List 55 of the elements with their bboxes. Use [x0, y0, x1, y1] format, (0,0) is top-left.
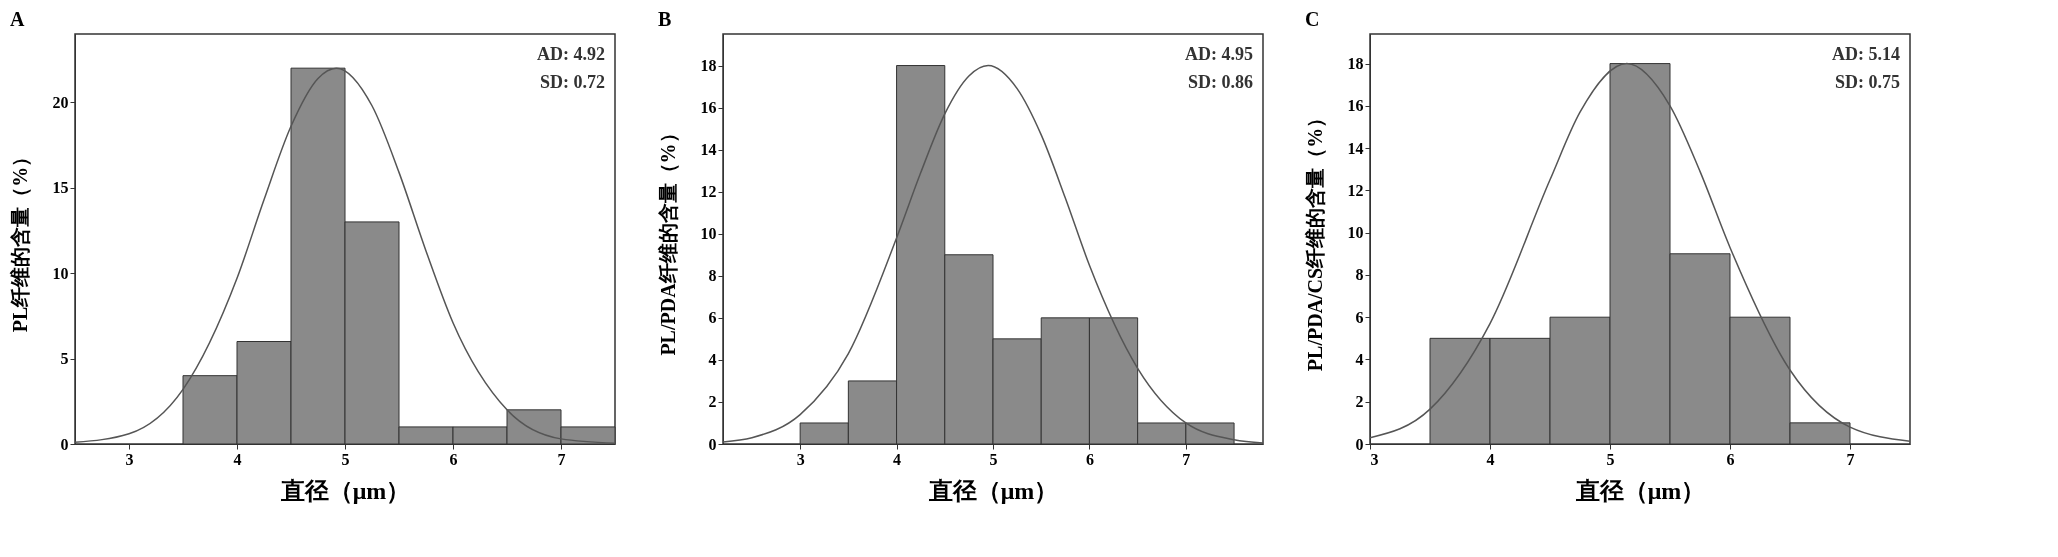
y-tick-label: 2	[708, 393, 717, 411]
y-tick-label: 14	[1347, 139, 1364, 157]
y-tick-label: 10	[700, 225, 717, 243]
chart-title: C	[1305, 8, 1320, 30]
x-tick-label: 4	[893, 450, 902, 468]
x-tick-label: 3	[125, 450, 134, 468]
x-tick-label: 4	[233, 450, 242, 468]
x-tick-label: 6	[449, 450, 458, 468]
y-tick-label: 4	[708, 351, 717, 369]
x-tick-label: 5	[341, 450, 350, 468]
y-tick-label: 5	[60, 350, 69, 368]
annotation: AD: 4.95	[1185, 44, 1253, 64]
y-tick-label: 14	[700, 141, 717, 159]
y-tick-label: 0	[1355, 435, 1364, 453]
x-tick-label: 5	[989, 450, 998, 468]
y-tick-label: 10	[52, 264, 69, 282]
y-tick-label: 15	[52, 179, 69, 197]
y-tick-label: 18	[1347, 55, 1364, 73]
x-tick-label: 7	[1846, 450, 1855, 468]
y-tick-label: 0	[708, 435, 717, 453]
y-tick-label: 6	[1355, 308, 1364, 326]
x-tick-label: 5	[1606, 450, 1615, 468]
y-tick-label: 16	[700, 99, 717, 117]
x-tick-label: 7	[557, 450, 566, 468]
y-tick-label: 20	[52, 93, 69, 111]
y-axis-title: PL/PDA/CS纤维的含量（%）	[1303, 107, 1326, 372]
y-tick-label: 12	[700, 183, 717, 201]
annotation: SD: 0.86	[1187, 72, 1253, 92]
y-tick-label: 6	[708, 309, 717, 327]
x-tick-label: 4	[1486, 450, 1495, 468]
x-axis-title: 直径（μm）	[1574, 477, 1706, 504]
x-tick-label: 6	[1085, 450, 1094, 468]
annotation: SD: 0.72	[539, 72, 605, 92]
y-tick-label: 8	[708, 267, 717, 285]
x-tick-label: 7	[1182, 450, 1191, 468]
x-tick-label: 6	[1726, 450, 1735, 468]
y-tick-label: 8	[1355, 266, 1364, 284]
annotation: AD: 4.92	[537, 44, 605, 64]
x-axis-title: 直径（μm）	[279, 477, 411, 504]
annotation: SD: 0.75	[1834, 72, 1900, 92]
y-tick-label: 18	[700, 57, 717, 75]
y-tick-label: 12	[1347, 181, 1364, 199]
y-tick-label: 16	[1347, 97, 1364, 115]
x-tick-label: 3	[796, 450, 805, 468]
chart-title: B	[658, 8, 672, 30]
x-tick-label: 3	[1370, 450, 1379, 468]
annotation: AD: 5.14	[1832, 44, 1900, 64]
y-tick-label: 4	[1355, 350, 1364, 368]
chart-title: A	[10, 8, 25, 30]
y-tick-label: 2	[1355, 393, 1364, 411]
y-axis-title: PL/PDA纤维的含量（%）	[656, 123, 679, 356]
x-axis-title: 直径（μm）	[927, 477, 1059, 504]
y-tick-label: 0	[60, 435, 69, 453]
y-tick-label: 10	[1347, 224, 1364, 242]
y-axis-title: PL纤维的含量（%）	[8, 146, 31, 333]
